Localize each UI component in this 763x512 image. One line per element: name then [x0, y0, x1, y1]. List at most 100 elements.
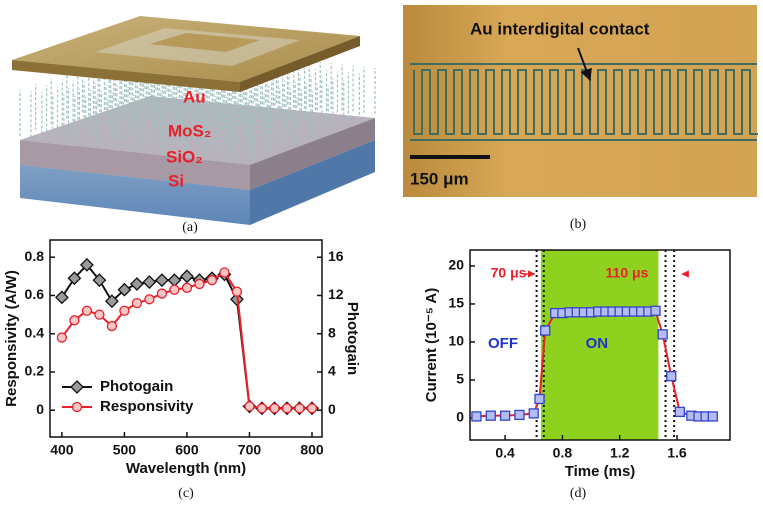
y-tick-label: 0.8 [25, 248, 45, 264]
data-point [528, 408, 539, 419]
data-point [514, 409, 525, 421]
shaded-region [540, 250, 659, 440]
data-point [244, 401, 255, 412]
x-tick-label: 1.6 [667, 445, 687, 461]
au-front [12, 60, 240, 92]
panel-label: (b) [570, 217, 587, 232]
micrograph-annotation: Au interdigital contact [470, 19, 650, 38]
data-point [180, 269, 194, 284]
layer-label: SiO₂ [166, 147, 203, 166]
data-point [119, 305, 130, 316]
data-point [54, 290, 69, 305]
y-tick-label: 0 [456, 409, 464, 425]
data-point [181, 282, 193, 293]
panel-label: (c) [178, 486, 194, 501]
data-point [156, 288, 168, 299]
data-point [67, 271, 82, 286]
data-point [499, 410, 511, 421]
data-point [269, 403, 280, 414]
y2-tick-label: 4 [328, 363, 336, 379]
data-point [485, 410, 496, 421]
y-tick-label: 0.6 [25, 286, 45, 302]
data-point [106, 320, 118, 332]
data-point [471, 411, 482, 422]
data-point [657, 329, 668, 340]
data-point [206, 275, 218, 286]
y2-tick-label: 16 [328, 248, 344, 264]
plot-frame [469, 249, 731, 441]
data-point [142, 275, 157, 289]
sio2-side [250, 118, 375, 190]
data-point [79, 257, 94, 272]
y-tick-label: 15 [448, 295, 464, 311]
panel-label: (d) [570, 486, 587, 501]
data-point [534, 393, 545, 405]
micrograph: Au interdigital contact 150 μm [403, 5, 758, 197]
scale-bar-label: 150 μm [410, 169, 469, 188]
data-point [540, 325, 551, 336]
data-point [144, 294, 155, 305]
x-tick-label: 500 [113, 442, 137, 458]
data-point [155, 273, 169, 288]
annotation: OFF [488, 335, 518, 352]
au-side [240, 36, 360, 92]
y-tick-label: 0 [36, 401, 44, 417]
y-axis-label: Current (10⁻⁵ A) [423, 288, 440, 402]
y-tick-label: 5 [456, 371, 464, 387]
y-tick-label: 0.2 [25, 363, 45, 379]
x-axis-label: Wavelength (nm) [126, 460, 246, 477]
legend-marker [71, 401, 83, 413]
x-tick-label: 700 [238, 442, 262, 458]
si-front [20, 165, 250, 225]
annotation: 70 μs [491, 265, 527, 281]
data-point [256, 403, 268, 414]
data-point [231, 286, 243, 297]
data-point [707, 411, 718, 422]
legend-label: Photogain [100, 378, 173, 395]
sio2-front [20, 140, 250, 190]
schematic: Au MoS₂ SiO₂ Si [12, 16, 376, 225]
au-finger [150, 33, 260, 52]
data-point [92, 273, 107, 288]
y-tick-label: 0.4 [25, 324, 45, 340]
data-point [650, 305, 661, 316]
data-point [194, 278, 205, 290]
data-point [56, 332, 68, 343]
x-tick-label: 1.2 [610, 445, 630, 461]
data-point [69, 315, 80, 326]
layer-label: Au [183, 87, 206, 106]
x-tick-label: 400 [50, 442, 74, 458]
x-tick-label: 0.8 [553, 445, 573, 461]
data-point [666, 371, 677, 382]
annotation-arrow [577, 47, 592, 82]
panel-label: (a) [182, 220, 198, 235]
data-point [281, 403, 293, 414]
data-point [129, 277, 144, 291]
data-point [167, 273, 182, 288]
data-point [104, 294, 119, 309]
x-tick-label: 0.4 [495, 445, 515, 461]
data-point [294, 403, 305, 414]
data-point [94, 309, 105, 320]
y2-axis-label: Photogain [344, 302, 361, 375]
data-point [219, 267, 230, 278]
data-point [169, 284, 180, 295]
y2-tick-label: 8 [328, 324, 336, 340]
legend-label: Responsivity [100, 398, 194, 415]
data-point [131, 297, 143, 309]
si-side [250, 140, 375, 225]
layer-label: Si [168, 171, 184, 190]
data-point [81, 305, 93, 316]
y-axis-label: Responsivity (A/W) [3, 270, 20, 407]
y-tick-label: 10 [448, 333, 464, 349]
legend-marker [70, 380, 84, 394]
sio2-top [20, 96, 375, 165]
x-tick-label: 600 [175, 442, 199, 458]
data-point [674, 406, 686, 418]
x-tick-label: 800 [300, 442, 324, 458]
data-point [306, 403, 318, 414]
y2-tick-label: 0 [328, 401, 336, 417]
annotation: 110 μs [606, 265, 649, 281]
y-tick-label: 20 [448, 257, 464, 273]
